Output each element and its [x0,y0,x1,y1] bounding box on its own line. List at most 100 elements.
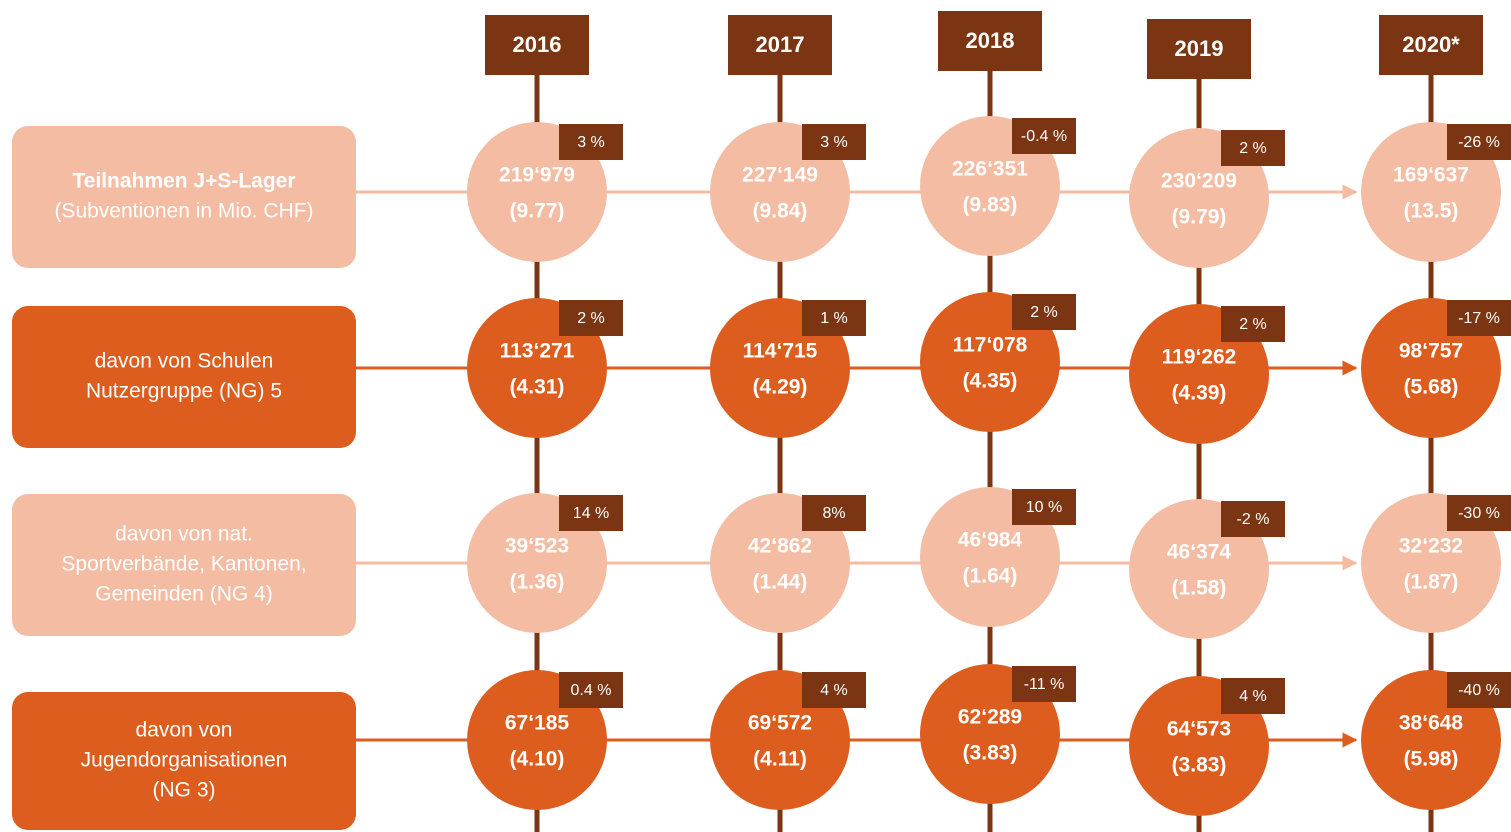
row-label: davon von Schulen [95,350,274,373]
change: -0.4 % [1021,128,1067,145]
value: 38‘648 [1399,712,1464,735]
change-badge [1012,489,1076,525]
change-badge [559,672,623,708]
year-box [485,15,589,75]
subsidy: (1.44) [753,571,808,594]
row-label: Teilnahmen J+S-Lager [72,170,295,193]
row-label-box [12,126,356,268]
row-label: Sportverbände, Kantonen, [61,553,306,576]
subsidy: (3.83) [963,742,1018,765]
row-label: Gemeinden (NG 4) [95,583,272,606]
change: 3 % [577,134,605,151]
subsidy: (5.68) [1404,376,1459,399]
value: 119‘262 [1162,346,1237,369]
subsidy: (9.84) [753,200,808,223]
subsidy: (1.64) [963,565,1018,588]
change-badge [802,495,866,531]
change-badge [1221,306,1285,342]
value: 117‘078 [953,334,1028,357]
change-badge [802,300,866,336]
year-box [1379,15,1483,75]
subsidy: (4.31) [510,376,565,399]
change-badge [1221,130,1285,166]
change: 2 % [1030,304,1058,321]
subsidy: (3.83) [1172,754,1227,777]
change-badge [559,495,623,531]
change-badge [1012,294,1076,330]
change-badge [1447,495,1511,531]
change-badge [1012,666,1076,702]
value: 113‘271 [500,340,575,363]
change: 0.4 % [571,682,612,699]
value: 46‘984 [958,529,1023,552]
change-badge [559,300,623,336]
row-label-box [12,692,356,830]
value: 64‘573 [1167,718,1231,741]
row-label: Nutzergruppe (NG) 5 [86,380,282,403]
value: 230‘209 [1161,170,1237,193]
year-box [728,15,832,75]
year-label: 2018 [966,28,1015,53]
change-badge [1221,678,1285,714]
year-label: 2020* [1402,32,1460,57]
change-badge [1447,672,1511,708]
value: 219‘979 [499,164,575,187]
value: 98‘757 [1399,340,1463,363]
value: 114‘715 [743,340,818,363]
row-label: Jugendorganisationen [81,749,288,772]
value: 67‘185 [505,712,570,735]
change: 10 % [1026,499,1062,516]
change: 2 % [1239,316,1267,333]
change-badge [1221,501,1285,537]
subsidy: (1.36) [510,571,565,594]
value: 62‘289 [958,706,1022,729]
change: -30 % [1458,505,1500,522]
value: 227‘149 [742,164,818,187]
value: 46‘374 [1167,541,1232,564]
change: -26 % [1458,134,1500,151]
change-badge [1447,300,1511,336]
subsidy: (4.39) [1172,382,1227,405]
change-badge [802,672,866,708]
change: 3 % [820,134,848,151]
change: -40 % [1458,682,1500,699]
value: 69‘572 [748,712,812,735]
change: -17 % [1458,310,1500,327]
row-label: (Subventionen in Mio. CHF) [54,200,313,223]
subsidy: (13.5) [1404,200,1459,223]
year-box [938,11,1042,71]
row-label: davon von [136,719,233,742]
change: 4 % [820,682,848,699]
change-badge [1012,118,1076,154]
year-label: 2017 [756,32,805,57]
value: 226‘351 [952,158,1028,181]
change: 2 % [1239,140,1267,157]
subsidy: (4.29) [753,376,808,399]
subsidy: (9.79) [1172,206,1227,229]
year-box [1147,19,1251,79]
change: 4 % [1239,688,1267,705]
value: 169‘637 [1393,164,1469,187]
change: 2 % [577,310,605,327]
change: 1 % [820,310,848,327]
subsidy: (4.11) [753,748,807,771]
row-label: (NG 3) [153,779,216,802]
value: 39‘523 [505,535,569,558]
year-label: 2019 [1175,36,1224,61]
value: 32‘232 [1399,535,1463,558]
change-badge [1447,124,1511,160]
change: -2 % [1237,511,1270,528]
subsidy: (4.10) [510,748,565,771]
change-badge [559,124,623,160]
subsidy: (9.83) [963,194,1018,217]
subsidy: (5.98) [1404,748,1459,771]
subsidy: (1.58) [1172,577,1227,600]
change: 8% [822,505,845,522]
row-label-box [12,306,356,448]
row-label-box [12,494,356,636]
change: -11 % [1024,676,1065,693]
row-label: davon von nat. [115,523,253,546]
subsidy: (9.77) [510,200,565,223]
year-label: 2016 [513,32,562,57]
